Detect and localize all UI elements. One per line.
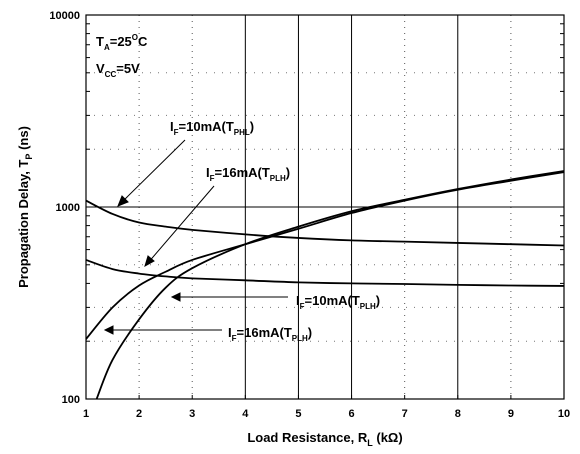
series-if10-tplh-flat	[85, 259, 565, 287]
arrow-head-if10-tphl	[117, 195, 129, 207]
arrow-if10-tphl	[119, 139, 186, 205]
arrow-head-if16-tplh-upper	[144, 255, 155, 268]
x-tick-label: 1	[83, 408, 89, 420]
arrow-if16-tplh-upper	[146, 185, 215, 265]
axis-ticks: 1 2 3 4 5 6 7 8 9 10 100 1000 10000	[49, 10, 570, 420]
series-if10-tplh-rising	[85, 171, 565, 340]
x-tick-label: 2	[136, 408, 142, 420]
y-tick-label: 1000	[56, 202, 80, 214]
x-tick-label: 6	[348, 408, 354, 420]
arrow-head-if16-tplh-lower	[103, 325, 114, 335]
x-tick-label: 9	[508, 408, 514, 420]
annotation-if16-tplh-lower: IF=16mA(TPLH)	[228, 325, 312, 343]
y-axis-label: Propagation Delay, TP (ns)	[16, 126, 34, 288]
annotation-if10-tphl: IF=10mA(TPHL)	[170, 119, 254, 137]
condition-vcc: VCC=5V	[96, 61, 140, 79]
series-layer	[85, 170, 565, 400]
x-tick-label: 4	[242, 408, 249, 420]
x-tick-label: 8	[455, 408, 461, 420]
x-axis-label: Load Resistance, RL (kΩ)	[247, 430, 402, 448]
x-tick-label: 10	[558, 408, 570, 420]
annotation-if16-tplh-upper: IF=16mA(TPLH)	[206, 165, 290, 183]
y-tick-label: 10000	[49, 10, 80, 22]
condition-temperature: TA=25OC	[96, 33, 148, 52]
arrow-head-if10-tplh	[170, 292, 181, 302]
annotation-if10-tplh: IF=10mA(TPLH)	[296, 293, 380, 311]
grid-lines	[86, 15, 564, 399]
y-tick-label: 100	[62, 394, 80, 406]
x-tick-label: 5	[295, 408, 301, 420]
x-tick-label: 7	[402, 408, 408, 420]
plot-frame	[85, 14, 565, 400]
x-tick-label: 3	[189, 408, 195, 420]
annotation-arrows	[103, 139, 288, 335]
series-if16-tplh-rising	[95, 170, 565, 400]
